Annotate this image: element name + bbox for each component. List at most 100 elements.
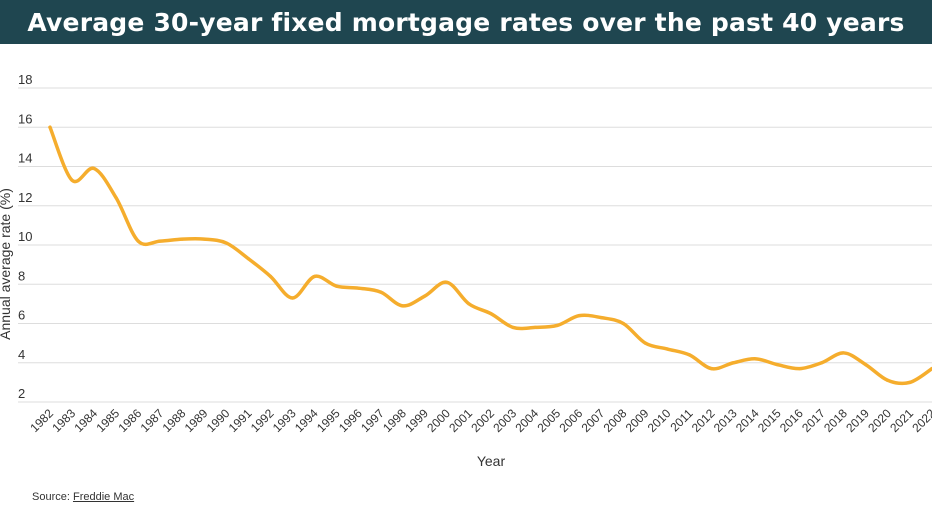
y-tick-label: 6 [18, 308, 25, 323]
data-point [114, 196, 118, 200]
y-tick-label: 2 [18, 386, 25, 401]
x-tick-label: 2015 [755, 406, 784, 435]
data-point [665, 347, 670, 351]
data-point [820, 361, 824, 365]
data-point [886, 378, 890, 383]
data-point [842, 351, 846, 355]
data-point [246, 257, 251, 261]
data-point [379, 290, 383, 294]
data-point [687, 353, 692, 357]
data-point [445, 280, 449, 284]
x-axis-label: Year [477, 453, 506, 469]
data-point [180, 237, 184, 241]
y-tick-label: 12 [18, 190, 32, 205]
x-tick-label: 1996 [336, 406, 365, 435]
x-tick-label: 1994 [292, 406, 321, 435]
x-tick-label: 1991 [226, 406, 255, 435]
data-points [48, 125, 932, 384]
x-tick-label: 1984 [71, 406, 100, 435]
x-tick-label: 2011 [667, 406, 695, 434]
x-tick-label: 2006 [557, 406, 586, 435]
data-point [290, 296, 295, 300]
x-tick-label: 1989 [182, 406, 211, 435]
y-tick-label: 16 [18, 111, 32, 126]
y-axis-ticks: 2 4 6 8 10 12 14 16 18 [18, 72, 32, 401]
data-point [423, 294, 427, 298]
data-point [357, 286, 361, 290]
x-tick-label: 2018 [821, 406, 850, 435]
data-point [401, 304, 405, 308]
x-tick-label: 1983 [49, 406, 78, 435]
data-point [202, 237, 206, 241]
source-prefix: Source: [32, 491, 73, 503]
data-point [709, 367, 714, 371]
data-point [136, 239, 140, 243]
x-tick-label: 1985 [93, 406, 122, 435]
data-point [643, 341, 647, 345]
data-point [489, 312, 493, 316]
x-tick-label: 2016 [777, 406, 806, 435]
chart-title: Average 30-year fixed mortgage rates ove… [27, 7, 905, 37]
source-link[interactable]: Freddie Mac [72, 491, 135, 503]
x-tick-label: 1986 [116, 406, 145, 435]
x-tick-label: 2000 [424, 406, 453, 435]
x-tick-label: 2008 [601, 406, 630, 435]
data-point [864, 363, 868, 367]
data-point [313, 274, 317, 278]
data-point [511, 325, 515, 330]
x-tick-label: 1995 [314, 406, 343, 435]
y-tick-label: 10 [18, 229, 32, 244]
data-point [268, 274, 273, 278]
y-tick-label: 8 [18, 268, 25, 283]
x-tick-label: 2021 [887, 406, 916, 435]
data-point [731, 361, 736, 365]
x-tick-label: 2012 [689, 406, 718, 435]
grid-lines [18, 87, 932, 403]
x-tick-label: 2010 [645, 406, 674, 435]
data-point [92, 166, 96, 171]
data-point [621, 321, 625, 326]
x-tick-label: 2017 [799, 406, 828, 435]
x-tick-label: 1999 [402, 406, 431, 435]
x-tick-label: 2019 [843, 406, 872, 435]
data-point [577, 314, 581, 318]
y-tick-label: 4 [18, 347, 25, 362]
data-point [533, 325, 537, 330]
title-bar: Average 30-year fixed mortgage rates ove… [0, 0, 932, 44]
x-tick-label: 1987 [138, 406, 167, 435]
y-tick-label: 14 [18, 151, 32, 166]
data-point [908, 380, 912, 384]
data-point [798, 367, 802, 371]
x-tick-label: 1993 [270, 406, 299, 435]
data-point [158, 239, 162, 243]
x-tick-label: 2022 [909, 406, 932, 435]
x-tick-label: 2020 [865, 406, 894, 435]
y-tick-label: 18 [18, 72, 32, 87]
data-point [467, 302, 471, 306]
rate-series-line [48, 125, 932, 386]
data-point [48, 125, 52, 129]
data-point [776, 363, 780, 367]
x-tick-label: 2004 [512, 406, 541, 435]
data-point [754, 357, 758, 361]
data-point [224, 241, 228, 245]
x-tick-label: 1990 [204, 406, 233, 435]
x-tick-label: 1997 [358, 406, 387, 435]
x-tick-label: 2007 [579, 406, 608, 435]
data-point [599, 316, 603, 320]
x-tick-label: 2005 [534, 406, 563, 435]
x-tick-label: 2009 [623, 406, 652, 435]
x-tick-label: 2003 [490, 406, 519, 435]
x-tick-label: 2013 [711, 406, 740, 435]
data-point [555, 323, 559, 328]
x-axis-ticks: 1982198319841985198619871988198919901991… [27, 406, 932, 435]
x-tick-label: 1988 [160, 406, 189, 435]
x-tick-label: 1992 [248, 406, 277, 435]
source-note: Source: Freddie Mac [32, 491, 134, 503]
data-point [70, 178, 74, 182]
x-tick-label: 1982 [27, 406, 56, 435]
x-tick-label: 2002 [468, 406, 497, 435]
data-point [335, 284, 339, 288]
x-tick-label: 1998 [380, 406, 409, 435]
